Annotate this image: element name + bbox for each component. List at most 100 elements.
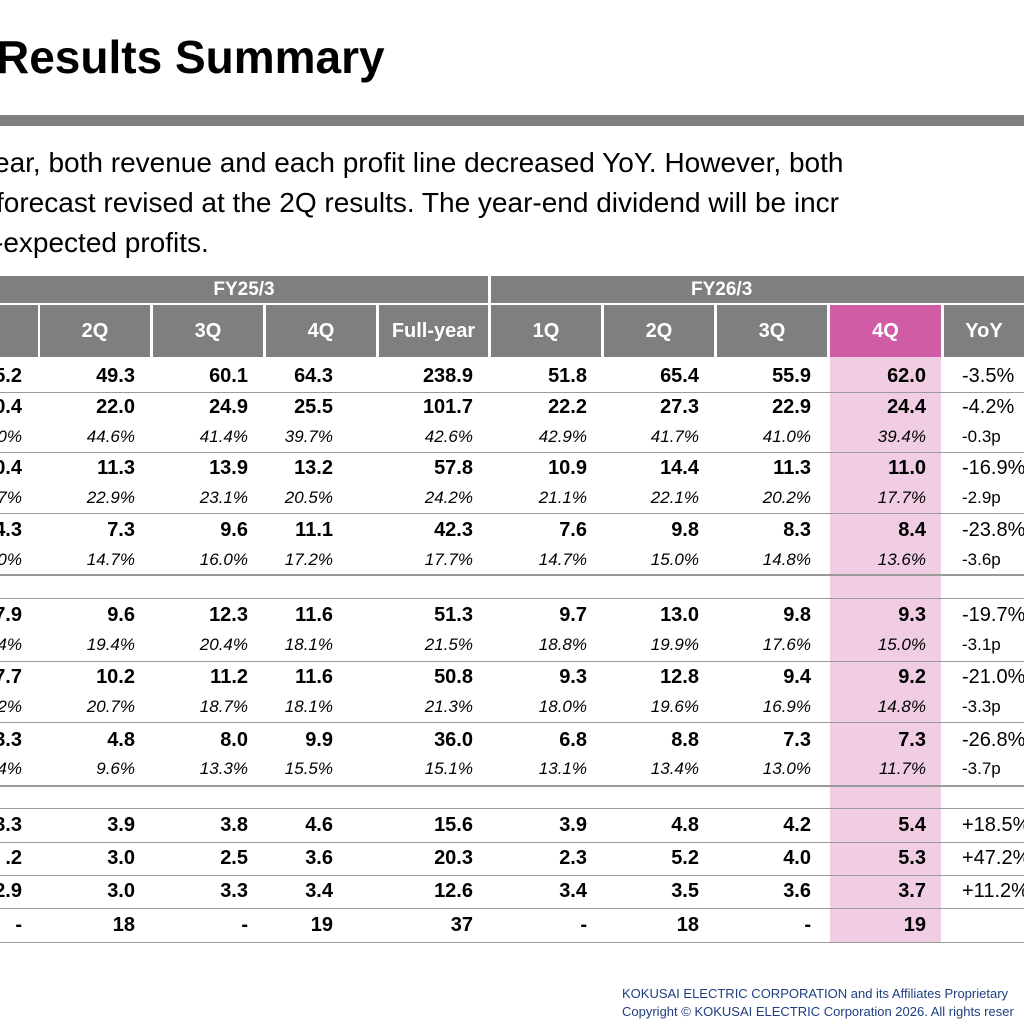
table-cell: 62.0 [887,365,926,387]
table-cell: 13.0% [762,759,811,778]
footer-copyright: Copyright © KOKUSAI ELECTRIC Corporation… [622,1004,1014,1019]
table-cell: 3.0 [107,880,135,902]
column-header-3q: 3Q [717,305,827,357]
table-cell: 9.3 [898,604,926,626]
table-cell: 9.2 [898,666,926,688]
column-header-4q: 4Q [830,305,941,357]
yoy-cell: -2.9p [962,488,1001,507]
table-cell: 18.0% [538,697,587,716]
table-cell: 24.2% [424,488,473,507]
table-cell: 9.9 [305,729,333,751]
summary-line-1: ear, both revenue and each profit line d… [0,147,844,178]
table-cell: 3.5 [671,880,699,902]
table-cell: 3.0 [107,847,135,869]
table-cell: 42.6% [424,427,473,446]
row-divider [0,842,1024,843]
yoy-cell: +18.5% [962,814,1024,836]
table-cell: 4.6 [305,814,333,836]
table-cell: 11.7% [879,759,926,778]
table-cell: 17.2% [284,550,333,569]
table-cell: 21.3% [424,697,473,716]
table-cell: 17.7% [877,488,926,507]
table-cell: 49.3 [96,365,135,387]
table-cell: 20.2% [762,488,811,507]
row-divider [0,574,1024,576]
table-cell: - [804,914,811,936]
fiscal-year-label-curr: FY26/3 [691,279,753,300]
row-divider [0,722,1024,723]
table-cell: 13.3% [199,759,248,778]
table-cell: 27.3 [660,396,699,418]
table-cell: 13.0 [660,604,699,626]
table-cell: 2% [0,697,22,716]
table-cell: 2.9 [0,880,22,902]
table-cell: 18.8% [538,635,587,654]
table-cell: 12.6 [434,880,473,902]
table-cell: 13.1% [538,759,587,778]
table-cell: 7.3 [898,729,926,751]
table-cell: 7.6 [559,519,587,541]
table-cell: 7.3 [107,519,135,541]
table-cell: 25.5 [294,396,333,418]
yoy-cell: -3.7p [962,759,1001,778]
yoy-cell: -3.6p [962,550,1001,569]
table-cell: 22.9 [772,396,811,418]
table-cell: 8.3 [783,519,811,541]
footer-proprietary: KOKUSAI ELECTRIC CORPORATION and its Aff… [622,986,1009,1001]
table-cell: 9.8 [783,604,811,626]
table-cell: 5.4 [898,814,926,836]
table-cell: 18.7% [199,697,248,716]
column-header-blank [0,305,38,357]
table-cell: 14.4 [660,457,699,479]
table-cell: 3.4 [305,880,333,902]
yoy-cell: -16.9% [962,457,1024,479]
summary-line-2: forecast revised at the 2Q results. The … [0,187,840,218]
yoy-cell: -19.7% [962,604,1024,626]
table-cell: 20.3 [434,847,473,869]
table-cell: 4% [0,635,22,654]
table-cell: 24.9 [209,396,248,418]
column-header-2q: 2Q [40,305,150,357]
row-divider [0,452,1024,453]
table-cell: 11.1 [295,519,333,541]
table-cell: 20.7% [86,697,135,716]
table-cell: 5.3 [898,847,926,869]
table-cell: 12.8 [660,666,699,688]
yoy-cell: -23.8% [962,519,1024,541]
table-cell: 22.9% [86,488,135,507]
row-divider [0,661,1024,662]
table-cell: 22.2 [548,396,587,418]
fiscal-year-label-prev: FY25/3 [213,279,275,300]
summary-line-3: -expected profits. [0,227,209,258]
table-cell: 0% [0,427,22,446]
table-cell: 14.8% [762,550,811,569]
table-cell: 9.7 [559,604,587,626]
yoy-cell: -3.5% [962,365,1015,387]
table-cell: 42.9% [538,427,587,446]
table-cell: 3.8 [220,814,248,836]
table-cell: 101.7 [422,396,473,418]
table-cell: 14.7% [538,550,587,569]
yoy-cell: -4.2% [962,396,1015,418]
yoy-cell: +47.2% [962,847,1024,869]
row-divider [0,785,1024,787]
table-cell: 21.5% [424,635,473,654]
table-cell: 0.4 [0,457,22,479]
table-cell: 64.3 [294,365,333,387]
table-cell: 11.2 [210,666,248,688]
table-cell: 4.0 [783,847,811,869]
table-cell: 4.8 [107,729,135,751]
table-cell: 13.6% [877,550,926,569]
table-cell: 2.5 [220,847,248,869]
table-cell: 22.0 [96,396,135,418]
yoy-cell: -26.8% [962,729,1024,751]
table-cell: 4.2 [783,814,811,836]
table-cell: 39.7% [284,427,333,446]
table-cell: 17.6% [762,635,811,654]
table-cell: 13.9 [209,457,248,479]
table-cell: 16.0% [199,550,248,569]
table-cell: 0% [0,550,22,569]
table-cell: 39.4% [877,427,926,446]
table-cell: 41.4% [199,427,248,446]
row-divider [0,875,1024,876]
